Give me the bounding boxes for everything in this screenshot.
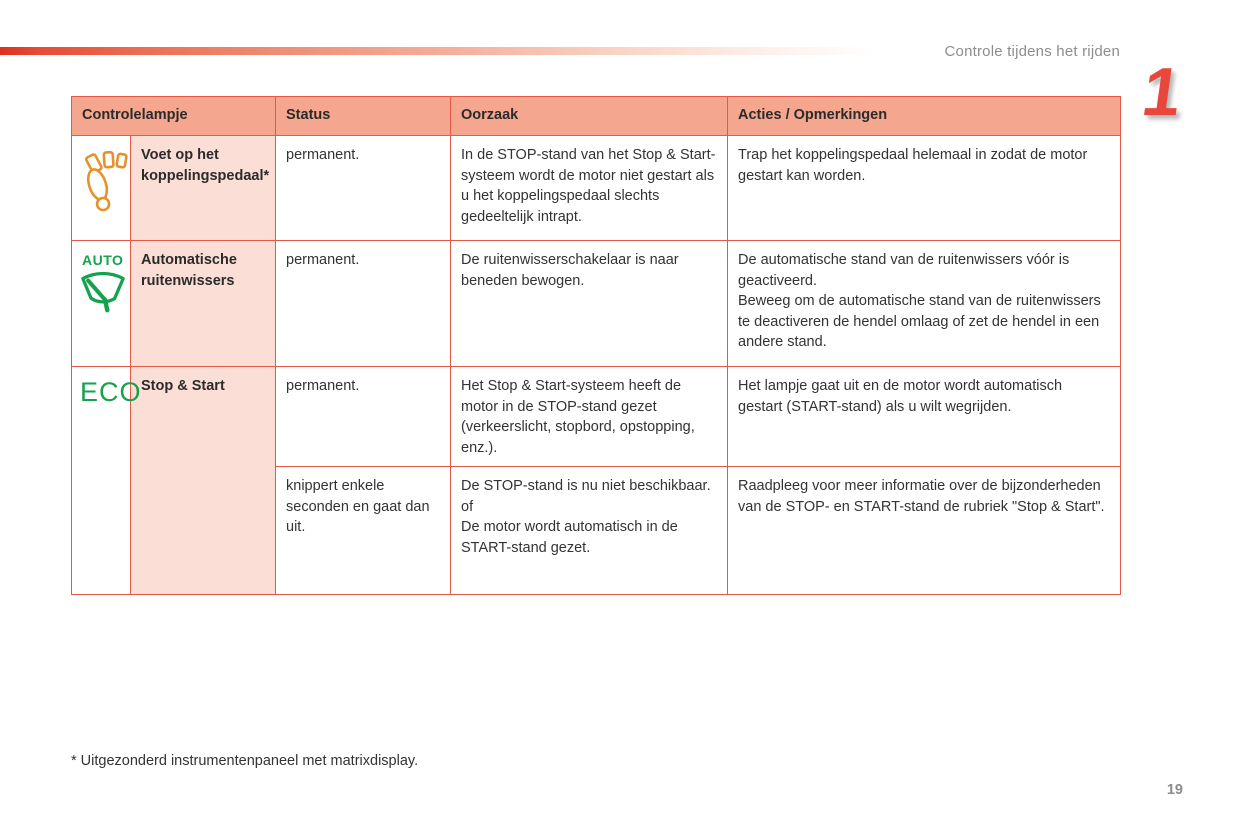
actions-cell: Trap het koppelingspedaal helemaal in zo… [727,135,1122,241]
status-cell: knippert enkele seconden en gaat dan uit… [275,466,452,596]
table-row: knippert enkele seconden en gaat dan uit… [72,466,1122,596]
lamp-label: Stop & Start [141,378,225,394]
running-header: Controle tijdens het rijden [944,43,1120,60]
actions-text: Trap het koppelingspedaal helemaal in zo… [738,147,1088,184]
header-status: Status [275,96,452,136]
cause-text: De STOP-stand is nu niet beschikbaar. of… [461,478,711,557]
warning-lamp-table: Controlelampje Status Oorzaak Acties / O… [70,96,1122,596]
actions-text: Het lampje gaat uit en de motor wordt au… [738,378,1063,415]
cause-text: Het Stop & Start-systeem heeft de motor … [461,378,695,456]
lamp-label: Automatische ruitenwissers [141,252,237,289]
status-cell: permanent. [275,365,452,468]
icon-cell: AUTO [71,240,131,367]
status-text: knippert enkele seconden en gaat dan uit… [286,478,430,536]
top-gradient-band [0,47,930,55]
actions-cell: De automatische stand van de ruitenwisse… [727,240,1122,367]
footnote: * Uitgezonderd instrumentenpaneel met ma… [71,753,419,769]
lamp-label: Voet op het koppelingspedaal* [141,147,270,184]
status-text: permanent. [286,252,360,268]
cause-text: In de STOP-stand van het Stop & Start-sy… [461,147,716,225]
auto-icon-text: AUTO [82,252,124,268]
status-text: permanent. [286,147,360,163]
eco-icon-text: ECO [80,377,142,407]
actions-text: Raadpleeg voor meer informatie over de b… [738,478,1105,515]
chapter-number: 1 [1137,54,1187,130]
lamp-label-cell: Automatische ruitenwissers [129,240,277,367]
actions-cell: Het lampje gaat uit en de motor wordt au… [727,365,1122,468]
header-acties: Acties / Opmerkingen [727,96,1122,136]
table-row: AUTO Automatische ruitenwissers permanen… [71,240,1122,367]
cause-text: De ruitenwisserschakelaar is naar benede… [461,252,679,289]
lamp-label-cell: Stop & Start [129,365,277,596]
table-header-row: Controlelampje Status Oorzaak Acties / O… [70,96,1122,136]
status-cell: permanent. [275,240,452,367]
lamp-label-cell: Voet op het koppelingspedaal* [129,135,277,241]
icon-cell: ECO [71,365,141,596]
cause-cell: De ruitenwisserschakelaar is naar benede… [450,240,729,367]
header-controlelampje: Controlelampje [70,96,277,136]
clutch-pedal-icon [80,146,128,218]
icon-cell [71,135,131,241]
actions-cell: Raadpleeg voor meer informatie over de b… [727,466,1122,596]
status-cell: permanent. [275,135,452,241]
auto-wiper-icon: AUTO [80,251,126,319]
cause-cell: In de STOP-stand van het Stop & Start-sy… [450,135,729,241]
status-text: permanent. [286,378,360,394]
eco-icon: ECO [80,377,142,406]
table-row: ECO Stop & Start permanent. Het Stop & S… [71,365,1122,596]
page-number: 19 [1166,782,1183,798]
header-oorzaak: Oorzaak [450,96,729,136]
cause-cell: Het Stop & Start-systeem heeft de motor … [450,365,729,468]
table-row: Voet op het koppelingspedaal* permanent.… [71,135,1122,241]
cause-cell: De STOP-stand is nu niet beschikbaar. of… [450,466,729,596]
actions-text: De automatische stand van de ruitenwisse… [738,252,1101,351]
